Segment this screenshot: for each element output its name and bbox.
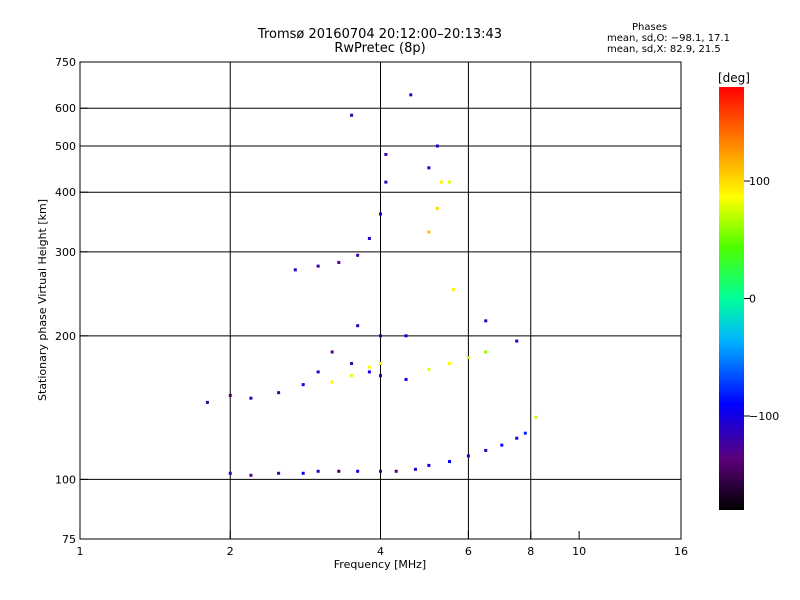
phase-o-stats: mean, sd,O: −98.1, 17.1 [607, 33, 730, 44]
y-tick-label: 75 [62, 533, 76, 546]
echo-point [337, 260, 341, 264]
echo-point [316, 370, 320, 374]
echo-point [379, 361, 382, 365]
y-tick-label: 200 [55, 330, 76, 343]
echo-point [379, 469, 382, 473]
plot-grid [80, 62, 681, 539]
echo-point [356, 469, 360, 473]
y-axis-label: Stationary phase Virtual Height [km] [36, 199, 49, 401]
echo-point [440, 180, 444, 184]
colorbar-tick-label: 100 [749, 175, 770, 188]
echo-point [435, 206, 439, 210]
echo-points [205, 93, 538, 477]
echo-point [404, 334, 408, 338]
echo-point [451, 288, 455, 292]
echo-point [435, 144, 439, 148]
echo-point [394, 469, 398, 473]
phase-x-stats: mean, sd,X: 82.9, 21.5 [607, 44, 721, 55]
echo-point [484, 319, 488, 323]
colorbar-unit: [deg] [718, 71, 750, 85]
echo-point [409, 93, 413, 97]
echo-point [427, 166, 431, 170]
echo-point [330, 350, 334, 354]
echo-point [277, 471, 281, 475]
echo-point [515, 339, 519, 343]
x-tick-label: 8 [527, 545, 534, 558]
echo-point [523, 431, 527, 435]
y-tick-label: 300 [55, 246, 76, 259]
echo-point [367, 236, 371, 240]
echo-point [316, 469, 320, 473]
echo-point [515, 436, 519, 440]
echo-point [384, 152, 388, 156]
echo-point [367, 370, 371, 374]
echo-point [337, 469, 341, 473]
x-axis-label: Frequency [MHz] [334, 558, 426, 571]
echo-point [350, 361, 354, 365]
x-tick-label: 4 [377, 545, 384, 558]
echo-point [466, 454, 470, 458]
echo-point [534, 415, 538, 419]
echo-point [316, 264, 320, 268]
echo-point [427, 367, 431, 371]
x-tick-label: 6 [465, 545, 472, 558]
colorbar-ticks: 100 0 −100 [744, 175, 779, 423]
echo-point [379, 334, 382, 338]
phases-title: Phases [632, 22, 668, 33]
echo-point [484, 350, 488, 354]
y-tick-label: 100 [55, 473, 76, 486]
echo-point [249, 473, 253, 477]
y-tick-label: 500 [55, 140, 76, 153]
echo-point [448, 460, 452, 464]
echo-point [384, 180, 388, 184]
echo-point [301, 383, 305, 387]
echo-point [413, 467, 417, 471]
echo-point [379, 374, 382, 378]
chart-subtitle: RwPretec (8p) [334, 41, 426, 56]
echo-point [356, 324, 360, 328]
x-tick-label: 1 [77, 545, 84, 558]
echo-point [379, 212, 382, 216]
x-tick-label: 10 [572, 545, 586, 558]
echo-point [293, 268, 297, 272]
axis-ticks: 1 2 4 6 8 10 16 75 100 200 300 400 500 600 750 [55, 56, 688, 558]
echo-point [466, 356, 470, 360]
colorbar-tick-label: 0 [749, 293, 756, 306]
echo-point [427, 463, 431, 467]
echo-point [484, 448, 488, 452]
echo-point [404, 377, 408, 381]
echo-point [330, 380, 334, 384]
echo-point [228, 393, 232, 397]
echo-point [356, 253, 360, 257]
echo-point [448, 180, 452, 184]
phase-colorbar [719, 87, 744, 510]
echo-point [500, 443, 504, 447]
y-tick-label: 600 [55, 102, 76, 115]
x-tick-label: 2 [227, 545, 234, 558]
colorbar-tick-label: −100 [749, 410, 779, 423]
echo-point [448, 361, 452, 365]
echo-point [228, 471, 232, 475]
echo-point [277, 391, 281, 395]
echo-point [367, 365, 371, 369]
echo-point [350, 374, 354, 378]
echo-point [249, 396, 253, 400]
echo-point [205, 400, 209, 404]
y-tick-label: 400 [55, 186, 76, 199]
x-tick-label: 16 [674, 545, 688, 558]
y-tick-label: 750 [55, 56, 76, 69]
echo-point [427, 230, 431, 234]
chart-title: Tromsø 20160704 20:12:00–20:13:43 [257, 27, 503, 42]
echo-point [350, 113, 354, 117]
echo-point [301, 471, 305, 475]
